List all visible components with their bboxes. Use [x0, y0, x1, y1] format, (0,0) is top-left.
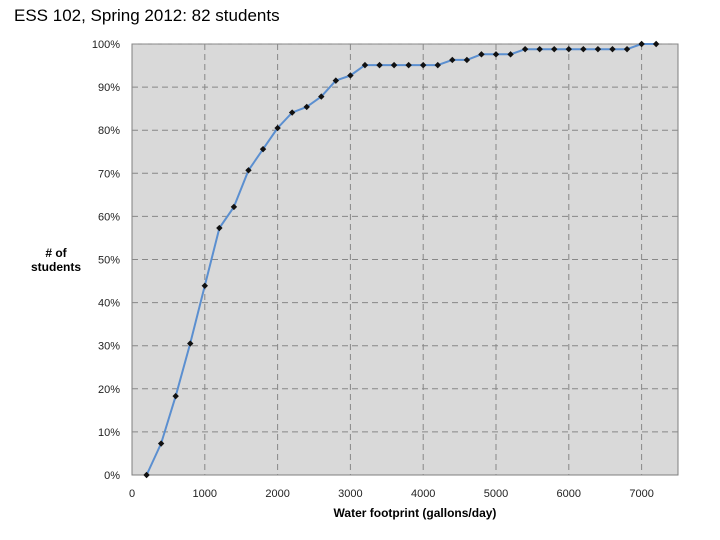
data-point — [288, 109, 296, 116]
data-point — [361, 61, 369, 69]
data-point — [638, 40, 645, 48]
data-point — [187, 340, 194, 347]
data-point — [259, 145, 267, 153]
page-title: ESS 102, Spring 2012: 82 students — [14, 6, 280, 25]
x-axis-label: Water footprint (gallons/day) — [334, 506, 497, 520]
data-point — [332, 77, 340, 84]
data-point — [303, 103, 310, 111]
x-tick-label: 7000 — [629, 488, 653, 500]
x-tick-label: 1000 — [193, 488, 217, 500]
x-tick-label: 0 — [129, 488, 135, 500]
data-point — [434, 61, 441, 69]
data-point — [652, 40, 660, 48]
data-point — [376, 61, 383, 69]
data-point — [478, 51, 485, 58]
data-point — [492, 51, 500, 58]
data-point — [420, 61, 427, 69]
x-tick-labels: 0 1000 2000 3000 4000 5000 6000 7000 — [129, 488, 654, 500]
x-tick-label: 2000 — [265, 488, 289, 500]
y-tick-label: 10% — [98, 427, 120, 439]
data-point — [143, 471, 150, 479]
data-point — [623, 45, 631, 53]
data-point — [565, 45, 572, 53]
data-point — [536, 45, 543, 53]
data-point — [507, 51, 514, 58]
data-point — [157, 440, 165, 447]
data-point — [230, 203, 238, 211]
data-point — [274, 124, 281, 132]
x-tick-label: 5000 — [484, 488, 508, 500]
data-point — [521, 45, 529, 53]
x-tick-label: 6000 — [557, 488, 581, 500]
y-tick-label: 60% — [98, 211, 120, 223]
data-point — [245, 167, 252, 174]
y-tick-label: 0% — [104, 470, 120, 482]
data-point — [201, 282, 208, 289]
grid-lines — [132, 43, 678, 475]
data-point — [390, 61, 398, 69]
data-point — [580, 45, 587, 53]
data-points — [143, 40, 660, 479]
data-point — [463, 56, 471, 64]
data-point — [318, 93, 325, 100]
data-point — [449, 56, 456, 64]
y-tick-label: 40% — [98, 298, 120, 310]
y-tick-label: 30% — [98, 341, 120, 353]
y-tick-label: 20% — [98, 384, 120, 396]
y-tick-label: 70% — [98, 168, 120, 180]
y-axis-label-line-1: # of — [45, 246, 67, 260]
y-tick-label: 80% — [98, 125, 120, 137]
data-point — [172, 392, 179, 400]
data-point — [216, 224, 223, 232]
data-point — [609, 45, 616, 53]
y-tick-label: 90% — [98, 82, 120, 94]
y-tick-label: 100% — [92, 39, 120, 51]
data-point — [347, 72, 354, 79]
data-point — [594, 45, 602, 53]
x-tick-label: 4000 — [411, 488, 435, 500]
data-point — [405, 61, 412, 69]
y-axis-label-line-2: students — [30, 260, 81, 274]
y-axis-label: # of students — [26, 246, 86, 274]
y-tick-label: 50% — [98, 255, 120, 267]
data-point — [551, 45, 558, 53]
y-tick-labels: 0% 10% 20% 30% 40% 50% 60% 70% 80% 90% 100% — [92, 39, 120, 482]
x-tick-label: 3000 — [338, 488, 362, 500]
